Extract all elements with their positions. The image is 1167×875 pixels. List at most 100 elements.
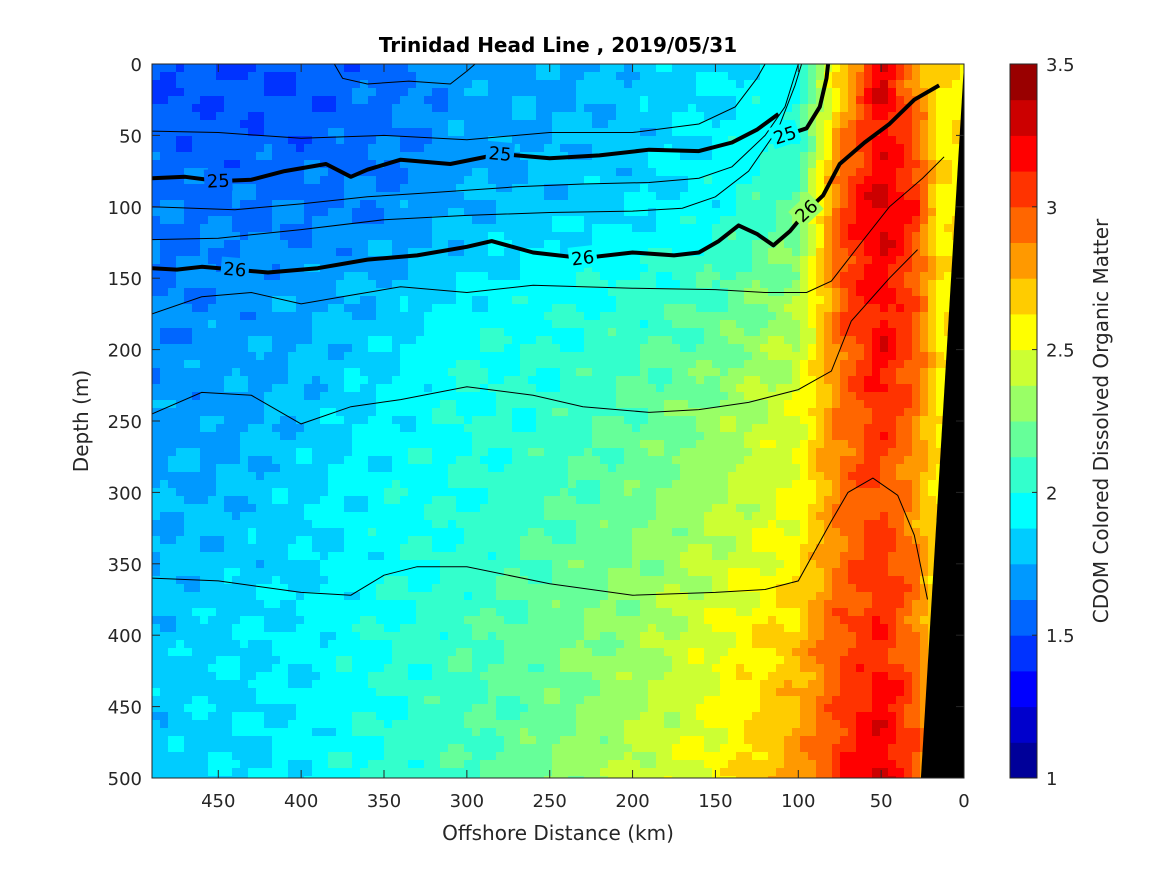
field-cell xyxy=(616,208,625,217)
field-cell xyxy=(424,328,433,337)
field-cell xyxy=(560,64,569,73)
field-cell xyxy=(600,352,609,361)
field-cell xyxy=(896,312,905,321)
field-cell xyxy=(864,248,873,257)
field-cell xyxy=(248,312,257,321)
field-cell xyxy=(360,224,369,233)
field-cell xyxy=(856,368,865,377)
field-cell xyxy=(168,136,177,145)
field-cell xyxy=(744,416,753,425)
field-cell xyxy=(640,392,649,401)
field-cell xyxy=(608,272,617,281)
field-cell xyxy=(192,360,201,369)
field-cell xyxy=(896,248,905,257)
field-cell xyxy=(240,216,249,225)
field-cell xyxy=(288,88,297,97)
field-cell xyxy=(352,368,361,377)
field-cell xyxy=(648,288,657,297)
field-cell xyxy=(744,256,753,265)
field-cell xyxy=(880,248,889,257)
field-cell xyxy=(192,144,201,153)
field-cell xyxy=(816,416,825,425)
field-cell xyxy=(832,272,841,281)
field-cell xyxy=(440,240,449,249)
field-cell xyxy=(400,304,409,313)
field-cell xyxy=(328,424,337,433)
field-cell xyxy=(184,168,193,177)
field-cell xyxy=(656,192,665,201)
field-cell xyxy=(240,424,249,433)
field-cell xyxy=(360,160,369,169)
field-cell xyxy=(704,408,713,417)
field-cell xyxy=(392,328,401,337)
field-cell xyxy=(400,176,409,185)
field-cell xyxy=(192,416,201,425)
field-cell xyxy=(464,296,473,305)
field-cell xyxy=(376,112,385,121)
field-cell xyxy=(712,424,721,433)
field-cell xyxy=(552,400,561,409)
field-cell xyxy=(384,384,393,393)
field-cell xyxy=(864,272,873,281)
field-cell xyxy=(560,72,569,81)
field-cell xyxy=(640,112,649,121)
field-cell xyxy=(600,176,609,185)
field-cell xyxy=(336,80,345,89)
field-cell xyxy=(232,224,241,233)
field-cell xyxy=(440,328,449,337)
field-cell xyxy=(504,184,513,193)
field-cell xyxy=(544,136,553,145)
field-cell xyxy=(672,88,681,97)
field-cell xyxy=(848,296,857,305)
field-cell xyxy=(176,304,185,313)
field-cell xyxy=(424,96,433,105)
field-cell xyxy=(432,120,441,129)
field-cell xyxy=(936,232,945,241)
field-cell xyxy=(704,88,713,97)
field-cell xyxy=(296,104,305,113)
field-cell xyxy=(544,272,553,281)
field-cell xyxy=(584,96,593,105)
field-cell xyxy=(592,416,601,425)
field-cell xyxy=(760,272,769,281)
field-cell xyxy=(496,264,505,273)
field-cell xyxy=(432,392,441,401)
field-cell xyxy=(512,304,521,313)
field-cell xyxy=(216,408,225,417)
field-cell xyxy=(200,184,209,193)
field-cell xyxy=(872,376,881,385)
field-cell xyxy=(592,104,601,113)
field-cell xyxy=(200,344,209,353)
field-cell xyxy=(256,320,265,329)
field-cell xyxy=(248,128,257,137)
field-cell xyxy=(888,80,897,89)
field-cell xyxy=(680,280,689,289)
field-cell xyxy=(408,232,417,241)
field-cell xyxy=(768,328,777,337)
field-cell xyxy=(912,112,921,121)
field-cell xyxy=(936,416,945,425)
field-cell xyxy=(256,144,265,153)
field-cell xyxy=(672,200,681,209)
field-cell xyxy=(712,104,721,113)
field-cell xyxy=(592,328,601,337)
field-cell xyxy=(408,296,417,305)
field-cell xyxy=(448,320,457,329)
field-cell xyxy=(256,136,265,145)
field-cell xyxy=(648,376,657,385)
field-cell xyxy=(664,128,673,137)
field-cell xyxy=(472,144,481,153)
field-cell xyxy=(240,392,249,401)
field-cell xyxy=(824,160,833,169)
field-cell xyxy=(704,176,713,185)
field-cell xyxy=(568,184,577,193)
field-cell xyxy=(384,264,393,273)
field-cell xyxy=(616,424,625,433)
field-cell xyxy=(464,168,473,177)
field-cell xyxy=(376,392,385,401)
field-cell xyxy=(272,312,281,321)
field-cell xyxy=(760,176,769,185)
field-cell xyxy=(480,424,489,433)
field-cell xyxy=(160,184,169,193)
field-cell xyxy=(816,328,825,337)
